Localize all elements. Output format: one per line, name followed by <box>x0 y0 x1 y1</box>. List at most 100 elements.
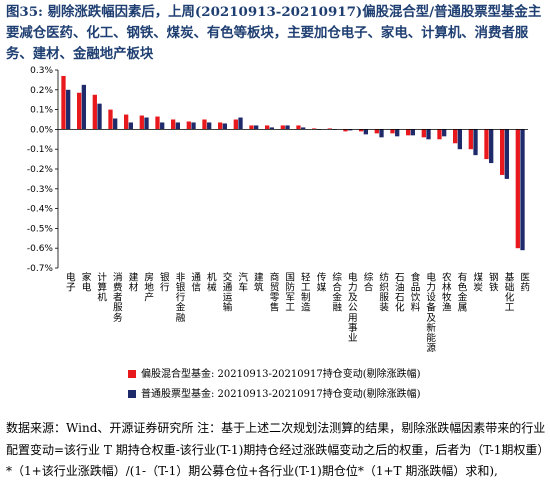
bar-stock-28 <box>504 129 509 179</box>
bar-mixed-7 <box>171 119 176 130</box>
category-label: 钢铁 <box>487 271 499 292</box>
bar-stock-25 <box>457 129 462 150</box>
bar-stock-9 <box>207 122 212 130</box>
bar-stock-19 <box>363 129 368 135</box>
bar-mixed-19 <box>359 129 364 132</box>
category-label: 医药 <box>518 272 530 293</box>
bar-stock-18 <box>348 129 353 131</box>
category-label: 农林牧渔 <box>440 271 452 312</box>
bar-mixed-22 <box>406 129 411 136</box>
y-tick-label: -0.7% <box>27 264 54 274</box>
y-tick-label: -0.1% <box>27 145 54 155</box>
category-label: 汽车 <box>236 271 248 292</box>
legend: 偏股混合型基金: 20210913-20210917持仓变动(剔除涨跌幅) 普通股… <box>128 367 421 400</box>
bar-mixed-9 <box>202 119 207 130</box>
category-labels: 电子 家电 计算机 消费者服务 建材 房地产 银行 非银行金融 通信 机械 交通运输 汽车 建筑 商贸零售… <box>64 271 530 353</box>
bar-stock-15 <box>301 127 306 130</box>
bar-stock-27 <box>489 129 494 164</box>
category-label: 电子 <box>64 271 76 292</box>
category-label: 传媒 <box>315 271 327 292</box>
category-label: 建材 <box>127 271 139 292</box>
y-tick-label: 0.2% <box>30 86 53 96</box>
bar-stock-3 <box>113 118 118 130</box>
category-label: 电力及公用事业 <box>346 271 358 342</box>
bar-mixed-8 <box>186 121 191 130</box>
bar-stock-22 <box>410 129 415 136</box>
y-tick-label: 0.0% <box>30 125 53 135</box>
bar-mixed-20 <box>374 129 379 134</box>
bar-stock-26 <box>473 129 478 156</box>
legend-entry-1: 普通股票型基金: 20210913-20210917持仓变动(剔除涨跌幅) <box>141 387 421 400</box>
category-label: 综合 <box>362 271 374 292</box>
bar-mixed-11 <box>233 119 238 130</box>
bar-mixed-29 <box>515 129 520 249</box>
bar-stock-5 <box>144 117 149 130</box>
category-label: 计算机 <box>95 271 107 302</box>
category-label: 基础化工 <box>503 271 515 312</box>
bar-mixed-17 <box>327 128 332 130</box>
category-label: 交通运输 <box>221 271 233 312</box>
bar-stock-12 <box>254 125 259 130</box>
category-label: 通信 <box>189 272 201 293</box>
bar-mixed-4 <box>124 114 129 130</box>
bar-stock-24 <box>442 129 447 137</box>
category-label: 轻工制造 <box>299 271 311 312</box>
bar-stock-8 <box>191 122 196 130</box>
bar-mixed-26 <box>468 129 473 150</box>
legend-entry-0: 偏股混合型基金: 20210913-20210917持仓变动(剔除涨跌幅) <box>141 367 421 380</box>
category-label: 煤炭 <box>471 271 483 292</box>
bar-stock-21 <box>395 129 400 137</box>
category-label: 商贸零售 <box>268 271 280 312</box>
bar-mixed-3 <box>108 109 113 130</box>
bar-stock-7 <box>175 122 180 130</box>
bar-stock-2 <box>97 103 102 130</box>
bar-stock-11 <box>238 117 243 130</box>
bar-stock-10 <box>222 123 227 130</box>
y-tick-label: -0.6% <box>27 244 54 254</box>
bar-stock-14 <box>285 125 290 130</box>
category-label: 房地产 <box>142 271 154 302</box>
bar-mixed-24 <box>437 129 442 140</box>
bar-mixed-27 <box>484 129 489 160</box>
category-label: 非银行金融 <box>174 271 186 322</box>
category-label: 纺织服装 <box>377 271 389 312</box>
data-source-note: 数据来源：Wind、开源证券研究所 注：基于上述二次规划法测算的结果，剔除涨跌幅… <box>6 421 546 478</box>
bar-stock-29 <box>520 129 525 251</box>
bar-mixed-13 <box>265 125 270 130</box>
bar-chart: -0.7% -0.6% -0.5% -0.4% -0.3% -0.2% -0.1% 0.0% 0… <box>27 66 530 400</box>
y-tick-label: -0.3% <box>27 185 54 195</box>
bar-mixed-15 <box>296 125 301 130</box>
category-label: 食品饮料 <box>409 271 421 312</box>
bar-mixed-18 <box>343 129 348 132</box>
y-tick-label: 0.1% <box>30 106 53 116</box>
bar-mixed-14 <box>280 125 285 130</box>
figure-title-text: 剔除涨跌幅因素后，上周(20210913-20210917)偏股混合型/普通股票… <box>6 4 542 62</box>
bar-stock-1 <box>81 84 86 130</box>
bar-stock-0 <box>66 89 71 130</box>
chart-title: 图35: 剔除涨跌幅因素后，上周(20210913-20210917)偏股混合型… <box>6 2 546 65</box>
bar-mixed-25 <box>453 129 458 144</box>
category-label: 机械 <box>205 271 217 292</box>
legend-swatch-0 <box>128 370 136 378</box>
category-label: 电力设备及新能源 <box>424 271 436 353</box>
category-label: 有色金属 <box>456 271 468 312</box>
category-label: 银行 <box>158 271 170 292</box>
bar-mixed-5 <box>139 115 144 130</box>
bar-mixed-6 <box>155 116 160 130</box>
bar-stock-23 <box>426 129 431 140</box>
y-axis: -0.7% -0.6% -0.5% -0.4% -0.3% -0.2% -0.1% 0.0% 0… <box>27 66 59 274</box>
bar-mixed-21 <box>390 129 395 134</box>
category-label: 综合金融 <box>330 271 342 312</box>
bars <box>61 75 525 251</box>
y-tick-label: 0.3% <box>30 66 53 76</box>
legend-swatch-1 <box>128 390 136 398</box>
category-label: 国防军工 <box>283 272 295 312</box>
y-tick-label: -0.4% <box>27 205 54 215</box>
bar-stock-4 <box>128 122 133 130</box>
bar-mixed-1 <box>77 92 82 130</box>
bar-mixed-0 <box>61 75 66 130</box>
category-label: 建筑 <box>252 271 264 292</box>
bar-mixed-2 <box>92 94 97 130</box>
figure-number: 图35: <box>6 4 43 20</box>
bar-stock-6 <box>160 122 165 130</box>
